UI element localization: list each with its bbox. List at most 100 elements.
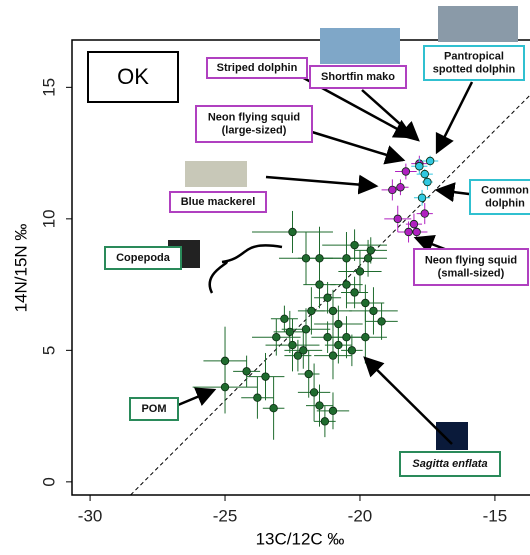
annotation-text: (small-sized): [438, 267, 505, 279]
point: [412, 227, 421, 237]
point: [396, 183, 405, 192]
stamp: OK: [117, 64, 149, 89]
point: [307, 306, 316, 316]
y-tick-label: 5: [39, 346, 58, 355]
point: [334, 340, 343, 350]
point: [342, 332, 351, 342]
annotation-text: Common: [481, 184, 529, 196]
point: [388, 185, 397, 195]
point: [315, 280, 324, 289]
point: [323, 332, 332, 342]
point: [350, 240, 359, 250]
point: [242, 367, 251, 376]
point: [261, 372, 270, 381]
arrow: [361, 89, 420, 142]
annotation-text: Striped dolphin: [217, 62, 298, 74]
point: [417, 193, 427, 203]
point: [377, 317, 386, 326]
annotation-text: Neon flying squid: [425, 254, 517, 266]
point: [253, 393, 262, 402]
point: [393, 214, 402, 224]
point: [420, 209, 429, 218]
arrow: [265, 174, 379, 195]
point: [366, 246, 375, 255]
shark-image: [320, 28, 400, 64]
point: [425, 156, 435, 166]
annotation-box: [206, 57, 308, 79]
point: [293, 351, 303, 360]
annotation-box: [423, 45, 525, 81]
mackerel-image: [185, 161, 247, 187]
point: [280, 314, 289, 323]
plot-frame: [71, 39, 530, 496]
image-placeholders: [168, 6, 518, 450]
annotation-text: Pantropical: [444, 50, 504, 62]
dolphin-image: [438, 6, 518, 42]
point: [334, 319, 343, 329]
point: [350, 288, 359, 297]
point: [361, 332, 370, 342]
arrows: [177, 74, 478, 445]
arrow: [311, 130, 406, 165]
stamp-box: [87, 51, 179, 103]
y-tick-label: 10: [39, 209, 58, 228]
point: [269, 404, 278, 413]
point: [328, 306, 338, 316]
point: [369, 306, 378, 316]
annotation-text: Shortfin mako: [321, 71, 395, 83]
point: [415, 162, 424, 171]
point: [285, 327, 294, 337]
point: [342, 280, 351, 289]
point: [309, 388, 319, 397]
point: [272, 332, 281, 342]
point: [328, 406, 338, 416]
y-axis-label: 14N/15N ‰: [11, 224, 30, 313]
annotation-text: spotted dolphin: [433, 63, 516, 75]
x-tick-label: -20: [348, 506, 373, 525]
point: [363, 254, 373, 263]
annotation-box: [195, 105, 313, 143]
point: [288, 227, 297, 237]
annotation-box: [104, 246, 182, 270]
annotation-text: Blue mackerel: [181, 196, 256, 208]
point: [420, 169, 429, 179]
point: [342, 254, 351, 263]
point: [220, 356, 230, 366]
point: [323, 293, 332, 302]
arrow: [177, 387, 217, 407]
x-tick-label: -30: [78, 506, 103, 525]
annotation-text: (large-sized): [222, 124, 287, 136]
point: [304, 369, 313, 379]
point: [220, 382, 230, 392]
x-tick-label: -15: [483, 506, 508, 525]
point: [355, 267, 365, 276]
arrow: [435, 81, 474, 155]
point: [320, 417, 330, 426]
annotation-text: POM: [141, 403, 166, 415]
point: [401, 167, 411, 176]
point: [347, 346, 357, 355]
annotation-text: Sagitta enflata: [412, 458, 487, 470]
point: [409, 219, 419, 229]
annotation-box: [309, 65, 407, 89]
point: [299, 346, 308, 355]
point: [328, 351, 338, 360]
point: [288, 340, 297, 350]
annotation-text: Copepoda: [116, 252, 171, 264]
annotation-box: [413, 248, 529, 286]
point: [404, 227, 413, 237]
annotation-text: Neon flying squid: [208, 111, 300, 123]
x-tick-label: -25: [213, 506, 238, 525]
annotation-box: [469, 179, 530, 215]
annotation-box: [129, 397, 179, 421]
point: [315, 401, 324, 410]
copepoda-brace: [208, 244, 283, 294]
annotation-box: [169, 191, 267, 213]
point: [361, 298, 370, 308]
point: [301, 325, 311, 334]
point: [315, 254, 324, 263]
y-tick-label: 0: [39, 477, 58, 486]
annotation-text: dolphin: [485, 197, 525, 209]
